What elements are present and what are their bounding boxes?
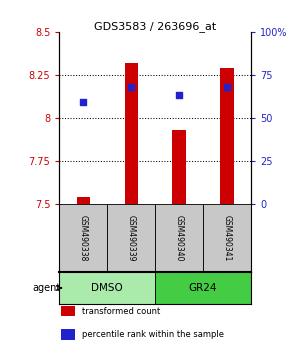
Text: transformed count: transformed count	[82, 307, 161, 316]
Bar	[124, 63, 138, 204]
Bar	[155, 272, 251, 304]
Text: GSM490340: GSM490340	[175, 215, 184, 261]
Bar	[61, 329, 75, 340]
Bar	[59, 204, 107, 272]
Bar	[220, 68, 234, 204]
Text: GSM490341: GSM490341	[222, 215, 231, 261]
Text: DMSO: DMSO	[91, 283, 123, 293]
Point	[177, 93, 182, 98]
Bar	[203, 204, 251, 272]
Bar	[155, 204, 203, 272]
Text: GSM490339: GSM490339	[127, 215, 136, 261]
Text: percentile rank within the sample: percentile rank within the sample	[82, 330, 224, 339]
Bar	[107, 204, 155, 272]
Text: agent: agent	[32, 283, 60, 293]
Bar	[61, 306, 75, 316]
Bar	[172, 130, 186, 204]
Bar	[59, 272, 155, 304]
Bar	[77, 197, 90, 204]
Point	[224, 84, 229, 90]
Text: GSM490338: GSM490338	[79, 215, 88, 261]
Point	[129, 84, 133, 90]
Text: GR24: GR24	[189, 283, 217, 293]
Title: GDS3583 / 263696_at: GDS3583 / 263696_at	[94, 21, 216, 32]
Point	[81, 99, 86, 105]
